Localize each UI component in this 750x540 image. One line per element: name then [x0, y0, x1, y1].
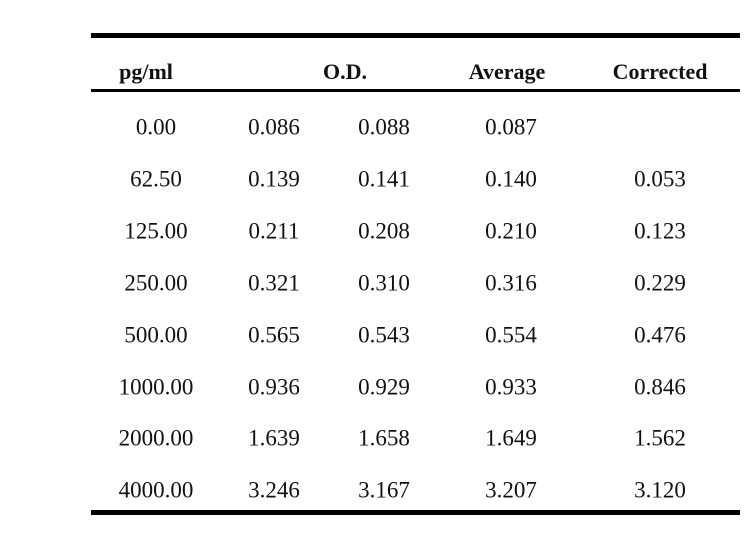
- cell-concentration: 0.00: [135, 114, 177, 140]
- header-rule: [91, 89, 740, 92]
- cell-corrected: 1.562: [634, 425, 686, 451]
- cell-average: 1.649: [485, 425, 537, 451]
- cell-average: 0.554: [485, 322, 537, 348]
- cell-od-2: 0.208: [358, 218, 410, 244]
- cell-od-1: 0.139: [248, 166, 300, 192]
- cell-corrected: 0.229: [634, 270, 686, 296]
- cell-od-1: 1.639: [248, 425, 300, 451]
- cell-corrected: 0.123: [634, 218, 686, 244]
- cell-corrected: 0.053: [634, 166, 686, 192]
- cell-average: 0.087: [485, 114, 537, 140]
- bottom-rule: [91, 510, 740, 515]
- cell-od-2: 0.088: [358, 114, 410, 140]
- cell-od-2: 0.543: [358, 322, 410, 348]
- cell-average: 0.140: [485, 166, 537, 192]
- cell-corrected: 0.476: [634, 322, 686, 348]
- cell-corrected: 3.120: [634, 477, 686, 503]
- cell-average: 0.933: [485, 374, 537, 399]
- cell-concentration: 250.00: [124, 270, 188, 296]
- cell-concentration: 62.50: [130, 166, 182, 192]
- cell-concentration: 125.00: [124, 218, 188, 244]
- cell-corrected: 0.846: [634, 374, 686, 399]
- cell-od-2: 0.929: [358, 374, 410, 399]
- cell-od-1: 0.211: [248, 218, 300, 244]
- header-average: Average: [468, 59, 546, 84]
- cell-od-1: 0.565: [248, 322, 300, 348]
- header-od: O.D.: [323, 59, 367, 84]
- cell-od-1: 0.936: [248, 374, 300, 399]
- cell-average: 0.316: [485, 270, 537, 296]
- cell-od-1: 0.086: [248, 114, 300, 140]
- cell-concentration: 1000.00: [118, 374, 194, 399]
- cell-average: 3.207: [485, 477, 537, 503]
- cell-od-1: 3.246: [248, 477, 300, 503]
- cell-od-2: 0.141: [358, 166, 410, 192]
- cell-od-2: 1.658: [358, 425, 410, 451]
- cell-average: 0.210: [485, 218, 537, 244]
- cell-concentration: 4000.00: [118, 477, 194, 503]
- cell-od-1: 0.321: [248, 270, 300, 296]
- header-corrected: Corrected: [612, 59, 708, 84]
- cell-concentration: 2000.00: [118, 425, 194, 451]
- cell-od-2: 3.167: [358, 477, 410, 503]
- cell-concentration: 500.00: [124, 322, 188, 348]
- top-rule: [91, 33, 740, 38]
- cell-od-2: 0.310: [358, 270, 410, 296]
- header-concentration: pg/ml: [119, 59, 173, 84]
